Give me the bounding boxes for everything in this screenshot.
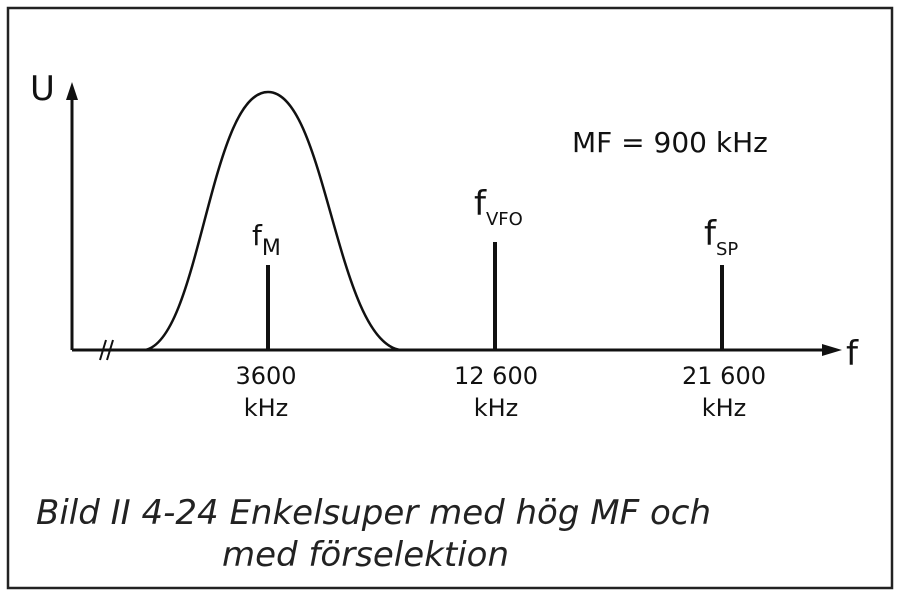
preselector-response-curve [144,90,401,352]
tick-value-vfo: 12 600 [454,362,538,390]
marker-main-vfo: f [474,184,487,224]
y-axis-label: U [30,69,55,109]
tick-value-sp: 21 600 [682,362,766,390]
axis-break-mark [99,339,114,361]
x-axis-label: f [846,334,859,374]
marker-sub-sp: SP [716,239,738,260]
tick-value-fm: 3600 [235,362,296,390]
figure-border [6,6,894,590]
marker-label-vfo: fVFO [474,184,523,230]
marker-label-fm: fM [252,219,281,261]
marker-main-sp: f [704,214,717,254]
y-axis-arrow [66,82,78,100]
marker-sub-vfo: VFO [486,209,523,230]
caption-line-2: med förselektion [222,535,509,575]
if-annotation: MF = 900 kHz [572,126,768,159]
caption-line-1: Bild II 4-24 Enkelsuper med hög MF och [36,493,711,533]
tick-unit-vfo: kHz [474,394,519,422]
marker-sub-fm: M [262,236,281,261]
marker-label-sp: fSP [704,214,738,260]
tick-unit-sp: kHz [702,394,747,422]
x-axis-arrow [822,344,842,356]
marker-main-fm: f [252,219,263,252]
tick-unit-fm: kHz [244,394,289,422]
